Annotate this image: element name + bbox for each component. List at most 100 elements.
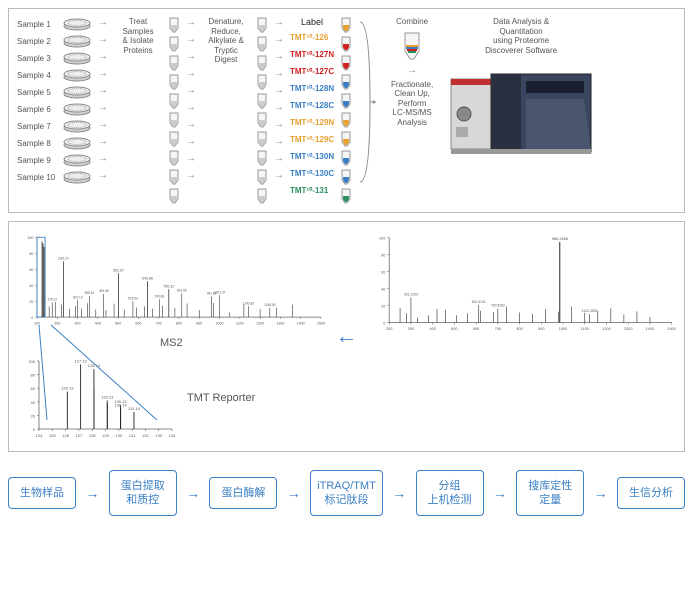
svg-text:700: 700	[494, 327, 500, 331]
tube-icon	[168, 36, 180, 52]
svg-text:400: 400	[95, 321, 101, 325]
svg-text:100: 100	[34, 321, 40, 325]
tube-icon	[168, 74, 180, 90]
tmt-label: TMT¹⁰-131	[290, 186, 334, 199]
svg-text:80: 80	[31, 372, 36, 377]
reporter-spectrum: 0204060801001241251261271281291301311321…	[17, 353, 177, 443]
tubes-2	[256, 17, 268, 204]
svg-text:612.4131: 612.4131	[471, 300, 485, 304]
labeled-tube-icon	[340, 131, 352, 147]
tmt-label: TMT¹⁰-128N	[290, 84, 334, 97]
sample-label: Sample 6	[17, 105, 59, 114]
svg-text:1300: 1300	[623, 327, 632, 331]
sample-row: Sample 10	[17, 170, 92, 184]
combined-tube-icon	[403, 31, 421, 61]
arrow-icon: →	[186, 119, 196, 133]
arrow-icon: →	[274, 68, 284, 82]
arrow-icon: →	[98, 119, 108, 133]
tube-icon	[168, 112, 180, 128]
ms1-to-ms2-arrow: ←	[336, 230, 358, 443]
svg-text:1122.3532: 1122.3532	[581, 309, 597, 313]
flow-step: 蛋白提取和质控	[109, 470, 177, 517]
svg-text:100: 100	[378, 237, 384, 241]
arrow-icon: →	[274, 102, 284, 116]
arrow-icon: →	[186, 102, 196, 116]
left-arrow-icon: ←	[336, 323, 358, 349]
svg-text:134: 134	[169, 433, 176, 438]
sample-row: Sample 7	[17, 119, 92, 133]
svg-text:1000: 1000	[216, 321, 224, 325]
tube-icon	[168, 93, 180, 109]
svg-text:800: 800	[176, 321, 182, 325]
svg-text:1100: 1100	[580, 327, 588, 331]
arrow-icon: →	[98, 153, 108, 167]
labeled-tube-icon	[340, 93, 352, 109]
flow-arrow-icon: →	[287, 485, 301, 501]
svg-text:128: 128	[89, 433, 96, 438]
instrument-area: Data Analysis &Quantitationusing Proteom…	[446, 17, 596, 159]
labeled-tube-icon	[340, 36, 352, 52]
reporter-label: TMT Reporter	[187, 392, 255, 404]
flow-arrow-icon: →	[186, 485, 200, 501]
tubes-1	[168, 17, 180, 204]
svg-text:127.13: 127.13	[75, 358, 88, 363]
tube-icon	[168, 17, 180, 33]
sample-label: Sample 10	[17, 173, 59, 182]
tmt-label: TMT¹⁰-128C	[290, 101, 334, 114]
flow-arrow-icon: →	[85, 485, 99, 501]
svg-text:750.32: 750.32	[163, 284, 174, 288]
svg-text:124: 124	[36, 433, 43, 438]
svg-text:200: 200	[54, 321, 60, 325]
combine-bracket	[358, 17, 378, 187]
svg-text:20: 20	[29, 300, 33, 304]
petri-dish-icon	[62, 119, 92, 133]
svg-text:60: 60	[31, 386, 36, 391]
sample-label: Sample 4	[17, 71, 59, 80]
svg-text:500: 500	[115, 321, 121, 325]
svg-text:125: 125	[49, 433, 56, 438]
svg-text:130.14: 130.14	[115, 402, 128, 407]
tubes-3	[340, 17, 352, 204]
svg-text:133: 133	[155, 433, 162, 438]
svg-text:0: 0	[31, 316, 33, 320]
tube-icon	[256, 74, 268, 90]
petri-dish-icon	[62, 136, 92, 150]
sample-row: Sample 3	[17, 51, 92, 65]
svg-text:300: 300	[75, 321, 81, 325]
svg-text:1001.37: 1001.37	[214, 290, 226, 294]
labeled-tube-icon	[340, 188, 352, 204]
svg-text:814.95: 814.95	[177, 289, 187, 293]
sample-label: Sample 1	[17, 20, 59, 29]
tube-icon	[168, 150, 180, 166]
sample-label: Sample 8	[17, 139, 59, 148]
flow-step: 蛋白酶解	[209, 477, 277, 509]
svg-text:20: 20	[31, 413, 36, 418]
sample-label: Sample 3	[17, 54, 59, 63]
arrow-icon: →	[98, 17, 108, 31]
arrow-icon: →	[274, 85, 284, 99]
tube-icon	[256, 93, 268, 109]
svg-text:20: 20	[381, 305, 385, 309]
svg-text:900: 900	[538, 327, 544, 331]
tmt-label: TMT¹⁰-130N	[290, 152, 334, 165]
arrow-icon: →	[186, 17, 196, 31]
svg-text:301.13: 301.13	[73, 295, 83, 299]
spectra-panel: 0204060801001002003004005006007008009001…	[8, 221, 685, 452]
svg-text:130: 130	[115, 433, 122, 438]
svg-text:200: 200	[385, 327, 391, 331]
arrows-3: →→→→→→→→→→	[274, 17, 284, 184]
arrow-icon: →	[186, 34, 196, 48]
arrow-icon: →	[186, 153, 196, 167]
tmt-label: TMT¹⁰-127N	[290, 50, 334, 63]
arrow-icon: →	[274, 136, 284, 150]
svg-text:800: 800	[516, 327, 522, 331]
svg-text:1400: 1400	[645, 327, 654, 331]
tmt-label: TMT¹⁰-130C	[290, 169, 334, 182]
svg-text:500: 500	[451, 327, 457, 331]
svg-text:429.08: 429.08	[99, 289, 109, 293]
petri-dish-icon	[62, 102, 92, 116]
svg-text:129.13: 129.13	[101, 394, 114, 399]
tube-icon	[256, 55, 268, 71]
svg-text:600: 600	[472, 327, 478, 331]
ms2-label: MS2	[17, 337, 326, 349]
